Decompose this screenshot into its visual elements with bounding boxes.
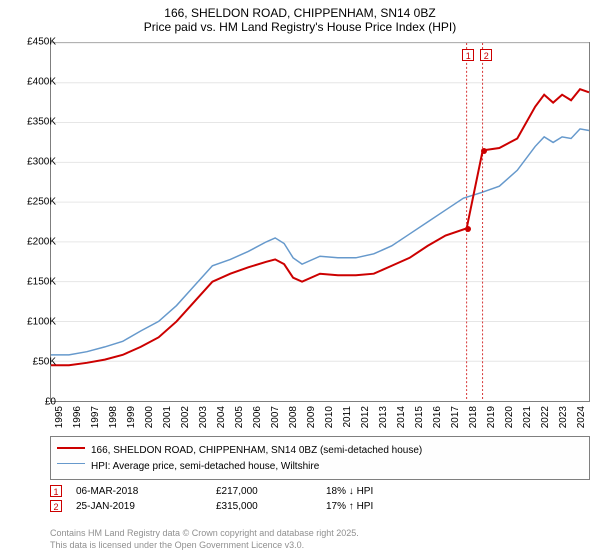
y-axis-label: £350K bbox=[12, 117, 56, 128]
x-axis-label: 2009 bbox=[306, 406, 317, 428]
y-axis-label: £150K bbox=[12, 277, 56, 288]
x-axis-label: 2002 bbox=[180, 406, 191, 428]
x-axis-label: 1997 bbox=[90, 406, 101, 428]
x-axis-label: 2024 bbox=[576, 406, 587, 428]
x-axis-label: 2003 bbox=[198, 406, 209, 428]
sale-row-2: 2 25-JAN-2019 £315,000 17% ↑ HPI bbox=[50, 500, 590, 512]
legend-swatch-blue bbox=[57, 463, 85, 473]
x-axis-label: 2014 bbox=[396, 406, 407, 428]
sale-marker-box: 1 bbox=[462, 49, 474, 61]
sale-price-1: £217,000 bbox=[216, 486, 326, 497]
x-axis-label: 2017 bbox=[450, 406, 461, 428]
x-axis-label: 2022 bbox=[540, 406, 551, 428]
x-axis-label: 2023 bbox=[558, 406, 569, 428]
line-price-red bbox=[51, 89, 589, 365]
x-axis-label: 1998 bbox=[108, 406, 119, 428]
x-axis-label: 2004 bbox=[216, 406, 227, 428]
chart-title: 166, SHELDON ROAD, CHIPPENHAM, SN14 0BZ … bbox=[0, 0, 600, 38]
y-axis-label: £300K bbox=[12, 157, 56, 168]
y-axis-label: £50K bbox=[12, 357, 56, 368]
sale-date-1: 06-MAR-2018 bbox=[76, 486, 216, 497]
chart-plot-area: 12 bbox=[50, 42, 590, 402]
y-axis-label: £200K bbox=[12, 237, 56, 248]
footer-attribution: Contains HM Land Registry data © Crown c… bbox=[50, 528, 590, 551]
sale-marker-1: 1 bbox=[50, 485, 62, 497]
x-axis-label: 2008 bbox=[288, 406, 299, 428]
y-axis-label: £400K bbox=[12, 77, 56, 88]
x-axis-label: 1999 bbox=[126, 406, 137, 428]
y-axis-label: £100K bbox=[12, 317, 56, 328]
x-axis-label: 1995 bbox=[54, 406, 65, 428]
x-axis-label: 2015 bbox=[414, 406, 425, 428]
sale-table: 1 06-MAR-2018 £217,000 18% ↓ HPI 2 25-JA… bbox=[50, 482, 590, 515]
sale-row-1: 1 06-MAR-2018 £217,000 18% ↓ HPI bbox=[50, 485, 590, 497]
x-axis-label: 2011 bbox=[342, 406, 353, 428]
sale-marker-box: 2 bbox=[480, 49, 492, 61]
sale-marker-dot bbox=[481, 148, 487, 154]
chart-legend: 166, SHELDON ROAD, CHIPPENHAM, SN14 0BZ … bbox=[50, 436, 590, 480]
x-axis-label: 2019 bbox=[486, 406, 497, 428]
y-axis-label: £450K bbox=[12, 37, 56, 48]
x-axis-label: 2021 bbox=[522, 406, 533, 428]
x-axis-label: 2013 bbox=[378, 406, 389, 428]
x-axis-label: 2010 bbox=[324, 406, 335, 428]
sale-pct-1: 18% ↓ HPI bbox=[326, 486, 446, 497]
sale-date-2: 25-JAN-2019 bbox=[76, 501, 216, 512]
title-address: 166, SHELDON ROAD, CHIPPENHAM, SN14 0BZ bbox=[0, 6, 600, 20]
x-axis-label: 2007 bbox=[270, 406, 281, 428]
footer-line2: This data is licensed under the Open Gov… bbox=[50, 540, 590, 552]
legend-item-blue: HPI: Average price, semi-detached house,… bbox=[57, 459, 583, 473]
sale-marker-2: 2 bbox=[50, 500, 62, 512]
sale-marker-dot bbox=[465, 226, 471, 232]
x-axis-label: 2001 bbox=[162, 406, 173, 428]
legend-swatch-red bbox=[57, 447, 85, 457]
legend-item-red: 166, SHELDON ROAD, CHIPPENHAM, SN14 0BZ … bbox=[57, 443, 583, 457]
x-axis-label: 1996 bbox=[72, 406, 83, 428]
x-axis-label: 2005 bbox=[234, 406, 245, 428]
footer-line1: Contains HM Land Registry data © Crown c… bbox=[50, 528, 590, 540]
x-axis-label: 2016 bbox=[432, 406, 443, 428]
sale-price-2: £315,000 bbox=[216, 501, 326, 512]
legend-label-red: 166, SHELDON ROAD, CHIPPENHAM, SN14 0BZ … bbox=[91, 445, 422, 456]
title-subtitle: Price paid vs. HM Land Registry's House … bbox=[0, 20, 600, 34]
y-axis-label: £250K bbox=[12, 197, 56, 208]
x-axis-label: 2000 bbox=[144, 406, 155, 428]
y-axis-label: £0 bbox=[12, 397, 56, 408]
x-axis-label: 2020 bbox=[504, 406, 515, 428]
x-axis-label: 2012 bbox=[360, 406, 371, 428]
x-axis-label: 2018 bbox=[468, 406, 479, 428]
chart-svg bbox=[51, 43, 589, 401]
legend-label-blue: HPI: Average price, semi-detached house,… bbox=[91, 461, 319, 472]
x-axis-label: 2006 bbox=[252, 406, 263, 428]
sale-pct-2: 17% ↑ HPI bbox=[326, 501, 446, 512]
